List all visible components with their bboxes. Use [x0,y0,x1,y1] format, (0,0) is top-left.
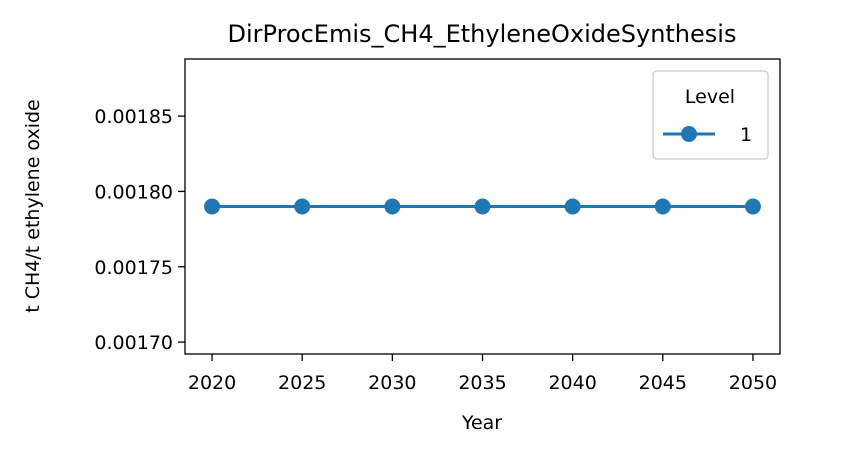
x-axis-label: Year [461,412,502,434]
data-point [204,198,221,215]
x-tick-label: 2025 [278,372,326,394]
series-layer [204,198,761,215]
x-tick-label: 2040 [548,372,596,394]
x-tick-label: 2020 [188,372,236,394]
data-point [744,198,761,215]
y-tick-label: 0.00180 [94,181,173,203]
legend-title: Level [685,86,735,108]
x-tick-label: 2030 [368,372,416,394]
legend-entry-label: 1 [740,124,752,146]
data-point [654,198,671,215]
y-tick-label: 0.00170 [94,332,173,354]
y-tick-label: 0.00185 [94,106,173,128]
data-point [474,198,491,215]
x-tick-label: 2050 [729,372,777,394]
y-tick-label: 0.00175 [94,257,173,279]
legend: Level 1 [652,70,769,160]
y-axis-label: t CH4/t ethylene oxide [22,99,44,313]
data-point [384,198,401,215]
legend-marker-swatch [681,126,697,142]
x-tick-label: 2035 [458,372,506,394]
chart-title: DirProcEmis_CH4_EthyleneOxideSynthesis [228,20,737,48]
x-tick-label: 2045 [639,372,687,394]
y-axis: 0.00170 0.00175 0.00180 0.00185 [94,106,185,354]
data-point [564,198,581,215]
data-point [294,198,311,215]
x-axis: 2020 2025 2030 2035 2040 2045 2050 [188,354,777,394]
